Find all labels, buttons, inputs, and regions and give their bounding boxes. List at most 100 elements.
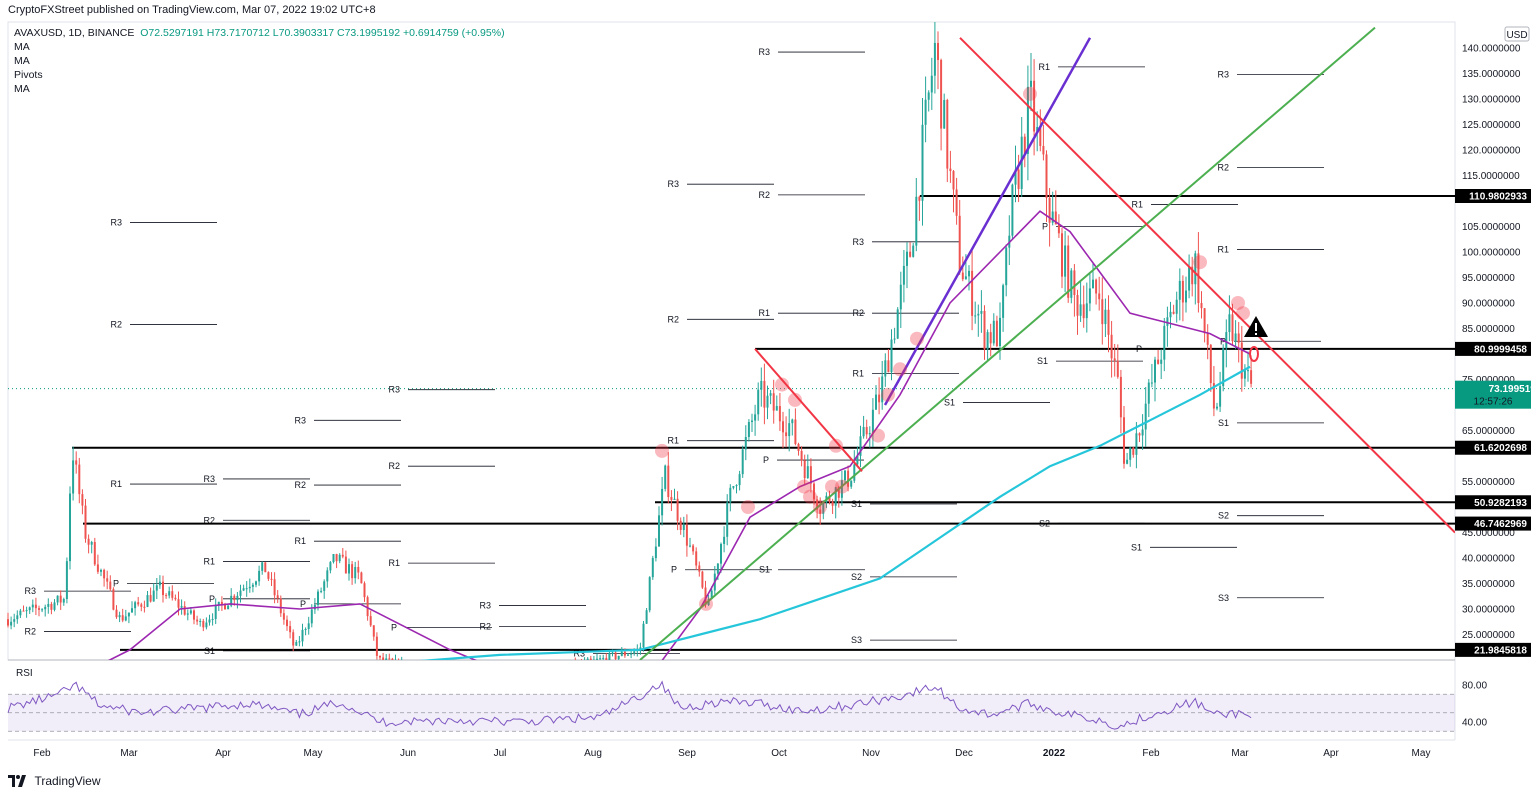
candle-body <box>270 578 273 580</box>
pivot-label: P <box>391 622 397 632</box>
candle-body <box>971 270 974 316</box>
candle-body <box>1209 344 1212 384</box>
candle-body <box>497 675 499 682</box>
candle-body <box>214 605 217 619</box>
candle-body <box>469 677 471 678</box>
candle-body <box>642 623 645 648</box>
price-tick-label: 45.0000000 <box>1462 528 1515 539</box>
price-tick-label: 75.0000000 <box>1462 375 1515 386</box>
candle-body <box>239 590 242 596</box>
candle-body <box>1166 317 1169 326</box>
candle-body <box>704 587 707 605</box>
candle-body <box>673 498 676 500</box>
candle-body <box>1200 303 1203 309</box>
candle-body <box>546 674 548 675</box>
candle-body <box>1067 245 1070 298</box>
touch-point-marker <box>797 479 811 494</box>
candle-body <box>1234 333 1237 342</box>
touch-point-marker <box>1193 255 1207 270</box>
candle-body <box>1181 280 1184 303</box>
candle-body <box>69 493 71 562</box>
candle-body <box>785 432 788 437</box>
level-price-tag <box>1455 189 1531 204</box>
candle-body <box>298 641 301 643</box>
candle-body <box>25 610 28 612</box>
candle-body <box>1206 333 1209 345</box>
time-axis-label: Jul <box>494 748 507 759</box>
candle-body <box>152 590 155 602</box>
pivot-label: S1 <box>944 397 955 407</box>
candle-body <box>478 673 480 674</box>
candle-body <box>211 618 214 620</box>
candle-body <box>394 659 397 660</box>
candle-body <box>124 616 127 621</box>
candle-body <box>732 486 735 488</box>
candle-body <box>608 652 611 660</box>
tradingview-footer[interactable]: TradingView <box>8 772 101 792</box>
candle-body <box>1247 370 1249 372</box>
candle-body <box>902 265 905 285</box>
candle-body <box>435 669 437 671</box>
indicator-ma-2[interactable]: MA <box>14 55 30 67</box>
candle-body <box>1095 279 1098 294</box>
candle-body <box>7 619 9 626</box>
candle-body <box>354 566 357 579</box>
pivot-label: R2 <box>110 319 122 329</box>
candle-body <box>927 92 930 100</box>
candle-body <box>592 659 595 660</box>
candle-body <box>676 498 679 521</box>
candle-body <box>84 505 87 539</box>
candle-body <box>220 601 223 605</box>
candle-body <box>1194 253 1197 285</box>
candle-body <box>375 636 378 656</box>
indicator-ma-3[interactable]: MA <box>14 83 30 95</box>
candle-body <box>924 99 927 125</box>
candle-body <box>853 464 856 481</box>
candle-body <box>1045 154 1048 198</box>
candle-body <box>819 509 822 514</box>
candle-body <box>177 599 180 608</box>
candle-body <box>329 562 332 571</box>
candle-body <box>1228 314 1231 333</box>
candle-body <box>565 666 567 668</box>
bar-countdown: 12:57:26 <box>1474 397 1513 408</box>
candle-body <box>38 608 40 610</box>
candle-body <box>884 360 887 377</box>
chart-canvas[interactable]: R3 R2 R1 R3 R2 P R3 R2 R1 P S1 R3 R2 R1 P R3 R2 R1 P R3 R2 R3… <box>0 0 1536 770</box>
candle-body <box>840 480 843 498</box>
candle-body <box>1079 304 1082 316</box>
candle-body <box>837 487 840 498</box>
indicator-ma-1[interactable]: MA <box>14 41 30 53</box>
candle-body <box>10 621 13 626</box>
highlight-circle <box>1249 346 1259 362</box>
candle-body <box>488 675 490 681</box>
time-axis-label: 2022 <box>1043 748 1066 759</box>
candle-body <box>949 168 952 172</box>
time-axis-label: Feb <box>1142 748 1160 759</box>
candle-body <box>1036 126 1039 132</box>
candle-body <box>335 554 338 562</box>
time-axis-label: Mar <box>1231 748 1249 759</box>
candle-body <box>906 251 908 266</box>
price-tick-label: 130.0000000 <box>1462 95 1521 106</box>
pivot-label: P <box>300 599 306 609</box>
candle-body <box>537 673 539 677</box>
candle-body <box>1175 299 1178 314</box>
touch-point-marker <box>813 500 827 514</box>
candle-body <box>968 270 970 277</box>
candle-body <box>494 674 496 675</box>
candle-body <box>112 589 115 610</box>
indicator-pivots[interactable]: Pivots <box>14 69 43 81</box>
candle-body <box>720 543 722 564</box>
candle-body <box>744 437 747 450</box>
candle-body <box>658 515 660 547</box>
candle-body <box>438 671 440 675</box>
candle-body <box>96 564 99 572</box>
candle-body <box>937 42 939 60</box>
candle-body <box>961 272 964 280</box>
candle-body <box>528 677 530 678</box>
candle-body <box>623 651 626 656</box>
candle-body <box>986 332 989 350</box>
symbol-label[interactable]: AVAXUSD, 1D, BINANCE <box>14 27 135 39</box>
candle-body <box>444 671 446 673</box>
